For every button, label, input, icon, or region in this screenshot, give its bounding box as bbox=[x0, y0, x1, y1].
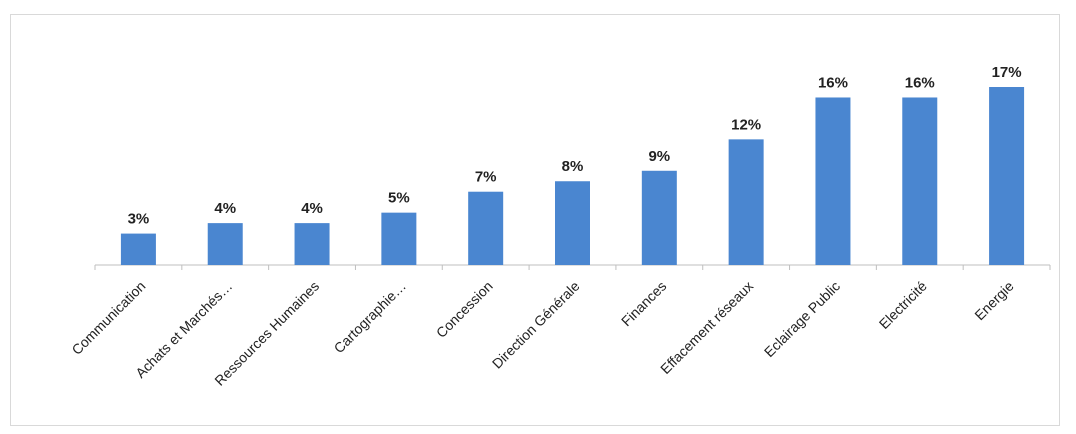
category-label-5: Direction Générale bbox=[489, 278, 583, 372]
bar-9 bbox=[902, 97, 938, 265]
bar-8 bbox=[815, 97, 851, 265]
category-label-0: Communication bbox=[68, 278, 148, 358]
data-label-2: 4% bbox=[301, 200, 323, 217]
category-label-3: Cartographie… bbox=[331, 278, 409, 356]
bar-7 bbox=[728, 139, 764, 265]
data-label-9: 16% bbox=[905, 74, 935, 91]
data-label-3: 5% bbox=[388, 190, 410, 207]
category-label-9: Electricité bbox=[876, 278, 930, 332]
data-label-10: 17% bbox=[992, 64, 1022, 81]
chart-frame bbox=[10, 14, 1060, 426]
category-label-10: Energie bbox=[971, 278, 1017, 324]
bar-6 bbox=[641, 170, 677, 265]
bar-2 bbox=[294, 223, 330, 265]
category-label-7: Effacement réseaux bbox=[657, 278, 756, 377]
category-label-4: Concession bbox=[433, 278, 496, 341]
category-label-1: Achats et Marchés… bbox=[132, 278, 235, 381]
category-label-6: Finances bbox=[618, 278, 669, 329]
data-label-5: 8% bbox=[562, 158, 584, 175]
bar-4 bbox=[468, 191, 504, 265]
category-label-8: Eclairage Public bbox=[761, 278, 843, 360]
bar-0 bbox=[120, 233, 156, 265]
data-label-1: 4% bbox=[214, 200, 236, 217]
data-label-7: 12% bbox=[731, 116, 761, 133]
data-label-0: 3% bbox=[128, 211, 150, 228]
bar-10 bbox=[989, 87, 1025, 265]
data-label-4: 7% bbox=[475, 169, 497, 186]
data-label-8: 16% bbox=[818, 74, 848, 91]
data-label-6: 9% bbox=[648, 148, 670, 165]
bar-3 bbox=[381, 212, 417, 265]
bar-5 bbox=[555, 181, 590, 265]
bar-1 bbox=[207, 223, 243, 265]
